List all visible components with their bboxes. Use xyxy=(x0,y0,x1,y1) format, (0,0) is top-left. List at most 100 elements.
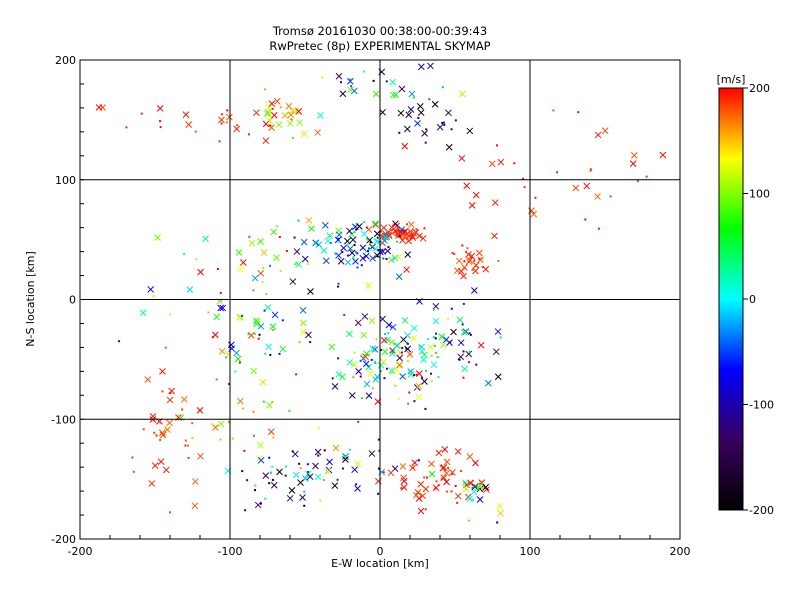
data-point-dot xyxy=(187,456,190,459)
data-point-cross xyxy=(421,351,428,359)
data-point-cross xyxy=(441,446,449,453)
data-point-cross xyxy=(186,286,194,293)
data-point-cross xyxy=(427,343,434,351)
data-point-cross xyxy=(349,236,357,244)
data-point-dot xyxy=(432,308,435,311)
data-point-dot xyxy=(460,469,463,472)
data-point-cross xyxy=(269,323,277,330)
data-point-cross xyxy=(270,111,278,119)
data-point-cross xyxy=(237,266,245,273)
data-point-dot xyxy=(379,349,382,352)
data-point-dot xyxy=(412,466,415,469)
data-point-cross xyxy=(466,127,474,135)
data-point-cross xyxy=(460,329,468,336)
data-point-cross xyxy=(466,257,474,264)
data-point-dot xyxy=(191,422,194,425)
data-point-dot xyxy=(429,372,432,375)
data-point-dot xyxy=(451,251,454,254)
data-point-cross xyxy=(440,464,448,471)
data-point-dot xyxy=(339,81,342,84)
data-point-dot xyxy=(290,118,293,121)
data-point-cross xyxy=(468,202,476,209)
data-point-cross xyxy=(312,239,319,247)
data-point-cross xyxy=(497,158,505,166)
data-point-dot xyxy=(450,128,453,131)
data-point-cross xyxy=(227,341,235,349)
data-point-cross xyxy=(530,210,537,218)
data-point-dot xyxy=(293,236,296,239)
data-point-dot xyxy=(467,519,470,522)
data-point-dot xyxy=(359,375,362,378)
data-point-dot xyxy=(132,470,135,473)
data-point-dot xyxy=(385,367,388,370)
data-point-dot xyxy=(450,307,453,310)
data-point-cross xyxy=(354,485,361,492)
data-point-cross xyxy=(328,343,336,351)
data-point-dot xyxy=(337,282,340,285)
data-point-dot xyxy=(406,223,409,226)
scatter-points xyxy=(95,62,667,524)
x-axis-label: E-W location [km] xyxy=(331,557,429,570)
data-point-dot xyxy=(350,85,353,88)
data-point-dot xyxy=(225,121,228,124)
data-point-cross xyxy=(406,350,414,358)
data-point-cross xyxy=(415,382,423,390)
data-point-dot xyxy=(299,467,302,470)
data-point-cross xyxy=(271,311,279,319)
data-point-dot xyxy=(337,285,340,288)
data-point-dot xyxy=(415,373,418,376)
data-point-cross xyxy=(463,182,471,190)
data-point-cross xyxy=(407,228,414,235)
data-point-cross xyxy=(388,256,395,264)
data-point-cross xyxy=(234,355,242,363)
data-point-cross xyxy=(191,502,199,510)
data-point-cross xyxy=(144,376,152,383)
data-point-dot xyxy=(478,257,481,260)
data-point-dot xyxy=(363,220,366,223)
data-point-cross xyxy=(335,231,343,239)
data-point-cross xyxy=(352,257,359,265)
data-point-dot xyxy=(369,241,372,244)
y-axis-label: N-S location [km] xyxy=(24,251,37,347)
data-point-cross xyxy=(270,228,278,236)
data-point-cross xyxy=(408,221,415,228)
data-point-cross xyxy=(372,245,379,253)
data-point-cross xyxy=(286,494,294,502)
data-point-dot xyxy=(577,111,580,114)
data-point-cross xyxy=(156,105,164,112)
data-point-dot xyxy=(371,387,374,390)
data-point-cross xyxy=(162,466,170,474)
data-point-cross xyxy=(594,193,601,200)
data-point-dot xyxy=(279,270,282,273)
data-point-cross xyxy=(324,468,331,475)
data-point-dot xyxy=(219,438,222,441)
data-point-cross xyxy=(305,331,312,339)
data-point-dot xyxy=(271,465,274,468)
data-point-cross xyxy=(432,302,440,310)
data-point-cross xyxy=(360,230,368,238)
data-point-cross xyxy=(346,77,354,85)
data-point-dot xyxy=(398,235,401,238)
data-point-dot xyxy=(219,291,222,294)
data-point-cross xyxy=(182,111,190,118)
data-point-dot xyxy=(413,400,416,403)
data-point-dot xyxy=(407,402,410,405)
data-point-dot xyxy=(450,490,453,493)
data-point-cross xyxy=(314,129,321,136)
data-point-dot xyxy=(406,342,409,345)
data-point-dot xyxy=(496,521,499,524)
data-point-dot xyxy=(236,124,239,127)
data-point-dot xyxy=(496,144,499,147)
data-point-dot xyxy=(307,470,310,473)
data-point-cross xyxy=(257,441,264,449)
data-point-dot xyxy=(258,333,261,336)
data-point-cross xyxy=(465,350,473,358)
data-point-cross xyxy=(630,151,638,159)
data-point-cross xyxy=(300,238,308,246)
data-point-dot xyxy=(424,508,427,511)
data-point-cross xyxy=(154,234,161,241)
data-point-cross xyxy=(417,63,425,71)
data-point-cross xyxy=(372,220,379,227)
data-point-dot xyxy=(221,113,224,116)
data-point-cross xyxy=(226,113,233,121)
